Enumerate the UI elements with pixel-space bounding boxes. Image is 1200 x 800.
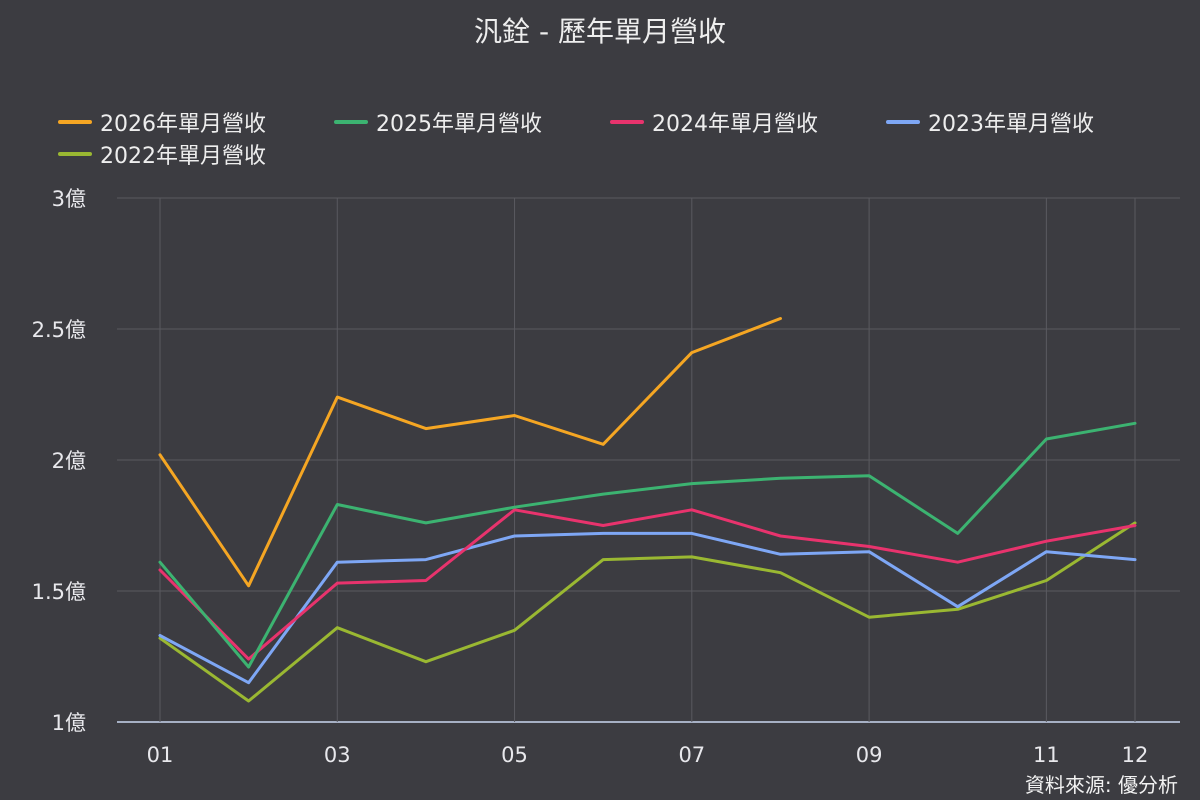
legend-swatch	[58, 120, 92, 124]
y-tick-label: 3億	[52, 187, 86, 211]
y-tick-label: 1.5億	[32, 580, 86, 604]
legend-swatch	[334, 120, 368, 124]
legend-label: 2025年單月營收	[376, 112, 542, 137]
legend-item[interactable]: 2024年單月營收	[610, 106, 818, 138]
legend-item[interactable]: 2023年單月營收	[886, 106, 1094, 138]
x-tick-label: 12	[1122, 743, 1149, 767]
legend-swatch	[610, 120, 644, 124]
series-line-2022	[158, 521, 1137, 703]
legend-label: 2022年單月營收	[100, 144, 266, 169]
legend-item[interactable]: 2022年單月營收	[58, 138, 266, 170]
y-tick-label: 2億	[52, 449, 86, 473]
series-layer	[158, 317, 1137, 703]
legend-item[interactable]: 2025年單月營收	[334, 106, 542, 138]
legend-label: 2023年單月營收	[928, 112, 1094, 137]
series-line-2024	[158, 508, 1137, 661]
legend-label: 2024年單月營收	[652, 112, 818, 137]
x-tick-label: 09	[856, 743, 883, 767]
data-source-note: 資料來源: 優分析	[1024, 773, 1178, 797]
axis-layer: 1億 1.5億 2億 2.5億 3億 01 03 05 07 09 11 12	[32, 187, 1149, 767]
x-tick-label: 01	[147, 743, 174, 767]
y-tick-label: 2.5億	[32, 318, 86, 342]
grid-layer	[117, 197, 1180, 723]
series-line-2026	[158, 317, 782, 588]
x-tick-label: 03	[324, 743, 351, 767]
x-tick-label: 07	[678, 743, 705, 767]
chart-title: 汎銓 - 歷年單月營收	[474, 15, 726, 48]
legend-swatch	[58, 152, 92, 156]
y-tick-label: 1億	[52, 711, 86, 735]
x-tick-label: 05	[501, 743, 528, 767]
legend-swatch	[886, 120, 920, 124]
x-tick-label: 11	[1033, 743, 1060, 767]
series-line-2025	[158, 421, 1137, 669]
series-line-2023	[158, 531, 1137, 685]
legend-item[interactable]: 2026年單月營收	[58, 106, 266, 138]
legend-label: 2026年單月營收	[100, 112, 266, 137]
